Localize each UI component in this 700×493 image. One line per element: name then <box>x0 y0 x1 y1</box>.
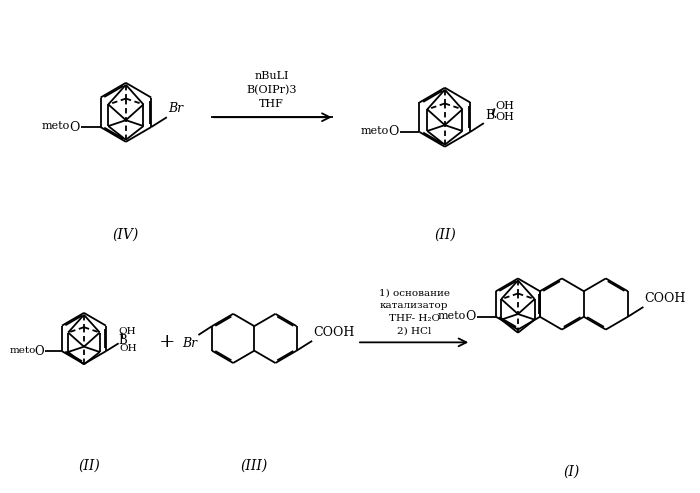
Text: +: + <box>159 333 175 352</box>
Text: (II): (II) <box>78 458 99 472</box>
Text: OH: OH <box>118 327 136 336</box>
Text: COOH: COOH <box>645 292 686 305</box>
Text: meto: meto <box>42 121 70 131</box>
Text: Br: Br <box>182 337 197 350</box>
Text: Br: Br <box>168 102 183 115</box>
Text: (III): (III) <box>241 458 268 472</box>
Text: meto: meto <box>361 126 389 136</box>
Text: O: O <box>70 121 80 134</box>
Text: nBuLI
B(OIPr)3
THF: nBuLI B(OIPr)3 THF <box>246 71 297 109</box>
Text: COOH: COOH <box>313 326 354 339</box>
Text: OH: OH <box>496 102 514 111</box>
Text: (I): (I) <box>564 464 580 478</box>
Text: meto: meto <box>438 311 466 321</box>
Text: O: O <box>389 126 399 139</box>
Text: (II): (II) <box>434 227 456 242</box>
Text: O: O <box>466 310 475 323</box>
Text: B: B <box>485 109 494 122</box>
Text: O: O <box>35 345 44 358</box>
Text: B: B <box>118 334 127 347</box>
Text: 1) основание
катализатор
THF- H₂O
2) HCl: 1) основание катализатор THF- H₂O 2) HCl <box>379 289 449 335</box>
Text: OH: OH <box>496 112 514 122</box>
Text: meto: meto <box>9 346 36 355</box>
Text: (IV): (IV) <box>113 227 139 242</box>
Text: OH: OH <box>120 344 137 353</box>
